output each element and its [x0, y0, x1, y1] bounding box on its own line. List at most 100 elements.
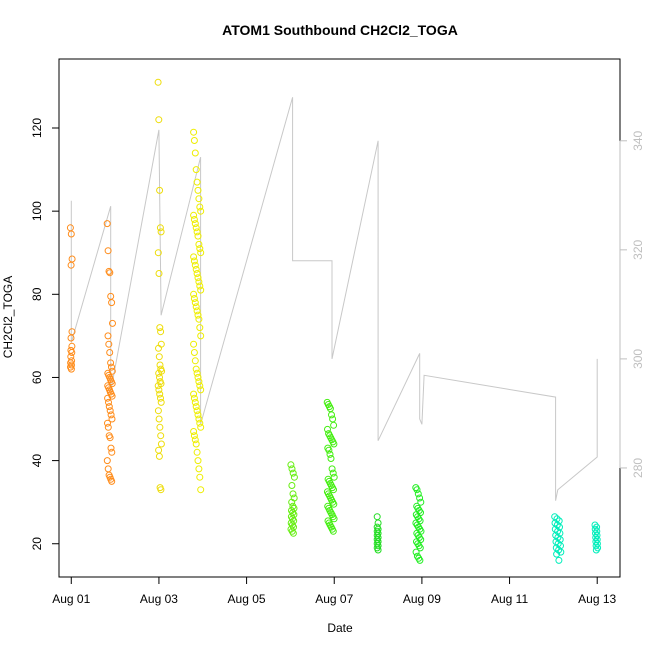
data-point	[191, 261, 199, 269]
data-point	[108, 415, 116, 423]
plot-frame	[58, 58, 621, 578]
data-point	[192, 303, 200, 311]
data-point	[156, 423, 164, 431]
x-tick-label: Aug 13	[578, 592, 616, 606]
data-point	[157, 398, 165, 406]
data-point	[327, 455, 335, 462]
data-point	[155, 415, 163, 423]
data-point	[592, 529, 599, 537]
data-point	[329, 415, 337, 423]
data-point	[288, 482, 296, 489]
data-point	[190, 216, 198, 223]
data-point	[190, 253, 198, 261]
data-point	[416, 556, 424, 564]
x-tick-label: Aug 01	[52, 592, 90, 606]
data-point	[288, 498, 296, 506]
data-point	[592, 538, 600, 546]
data-point	[157, 394, 164, 402]
data-point	[68, 255, 76, 263]
data-point	[157, 486, 165, 494]
data-point	[109, 319, 116, 327]
data-point	[196, 473, 204, 481]
data-point	[196, 203, 204, 211]
x-tick-label: Aug 09	[403, 592, 441, 606]
data-point	[330, 486, 337, 494]
data-point	[330, 515, 338, 523]
y-tick-label: 60	[30, 370, 44, 384]
data-point	[555, 556, 563, 564]
y-tick-label: 20	[30, 537, 44, 551]
data-point	[103, 457, 111, 465]
data-point	[156, 186, 164, 194]
data-point	[104, 423, 112, 431]
data-point	[196, 382, 204, 390]
data-point	[197, 207, 205, 215]
data-point	[105, 398, 112, 406]
data-point	[68, 342, 76, 350]
y-axis-label: CH2Cl2_TOGA	[1, 276, 15, 358]
data-point	[190, 257, 198, 265]
data-point	[67, 334, 75, 342]
data-point	[194, 311, 202, 319]
data-point	[157, 440, 165, 448]
data-point	[67, 365, 75, 373]
data-point	[328, 465, 336, 473]
data-point	[192, 365, 200, 373]
data-point	[192, 440, 200, 448]
data-point	[155, 386, 163, 394]
data-point	[330, 440, 338, 448]
data-point	[108, 299, 116, 307]
data-point	[326, 450, 334, 458]
data-point	[104, 247, 112, 255]
data-point	[196, 419, 204, 427]
data-point	[156, 224, 164, 232]
data-point	[195, 195, 203, 203]
trace-line	[70, 97, 598, 501]
data-point	[197, 249, 205, 257]
data-point	[191, 299, 199, 307]
data-point	[592, 542, 600, 550]
data-point	[104, 419, 111, 427]
data-point	[190, 390, 198, 398]
data-point	[155, 452, 163, 460]
data-point	[195, 278, 203, 286]
data-point	[190, 137, 198, 144]
data-point	[557, 548, 565, 556]
data-point	[154, 407, 162, 415]
data-point	[197, 386, 205, 394]
y-axis: 20 40 60 80 100 120	[30, 118, 60, 551]
y-tick-label: 80	[30, 287, 44, 301]
data-point	[373, 513, 381, 521]
data-point	[105, 340, 113, 348]
data-point	[414, 490, 422, 498]
data-point	[106, 269, 114, 277]
data-point	[193, 307, 201, 315]
data-point	[196, 324, 204, 332]
right-y-axis: 280 300 320 340	[619, 130, 645, 478]
data-point	[107, 359, 115, 367]
data-point	[412, 548, 420, 556]
data-point	[194, 411, 202, 419]
data-point	[289, 469, 297, 477]
data-point	[67, 261, 75, 269]
data-point	[155, 344, 162, 352]
data-point	[106, 434, 114, 442]
data-point	[195, 378, 203, 386]
data-point	[190, 290, 198, 298]
data-point	[191, 149, 199, 157]
data-point	[107, 444, 115, 452]
data-point	[196, 282, 204, 290]
data-point	[592, 546, 600, 554]
data-point	[592, 534, 600, 541]
data-point	[328, 411, 335, 419]
points-layer	[66, 78, 602, 564]
right-y-tick-label: 300	[631, 349, 645, 369]
data-point	[197, 423, 205, 431]
data-point	[108, 380, 116, 388]
data-point	[190, 349, 198, 356]
data-point	[191, 357, 199, 365]
data-point	[197, 332, 205, 340]
data-point	[330, 500, 338, 508]
data-point	[108, 477, 116, 485]
